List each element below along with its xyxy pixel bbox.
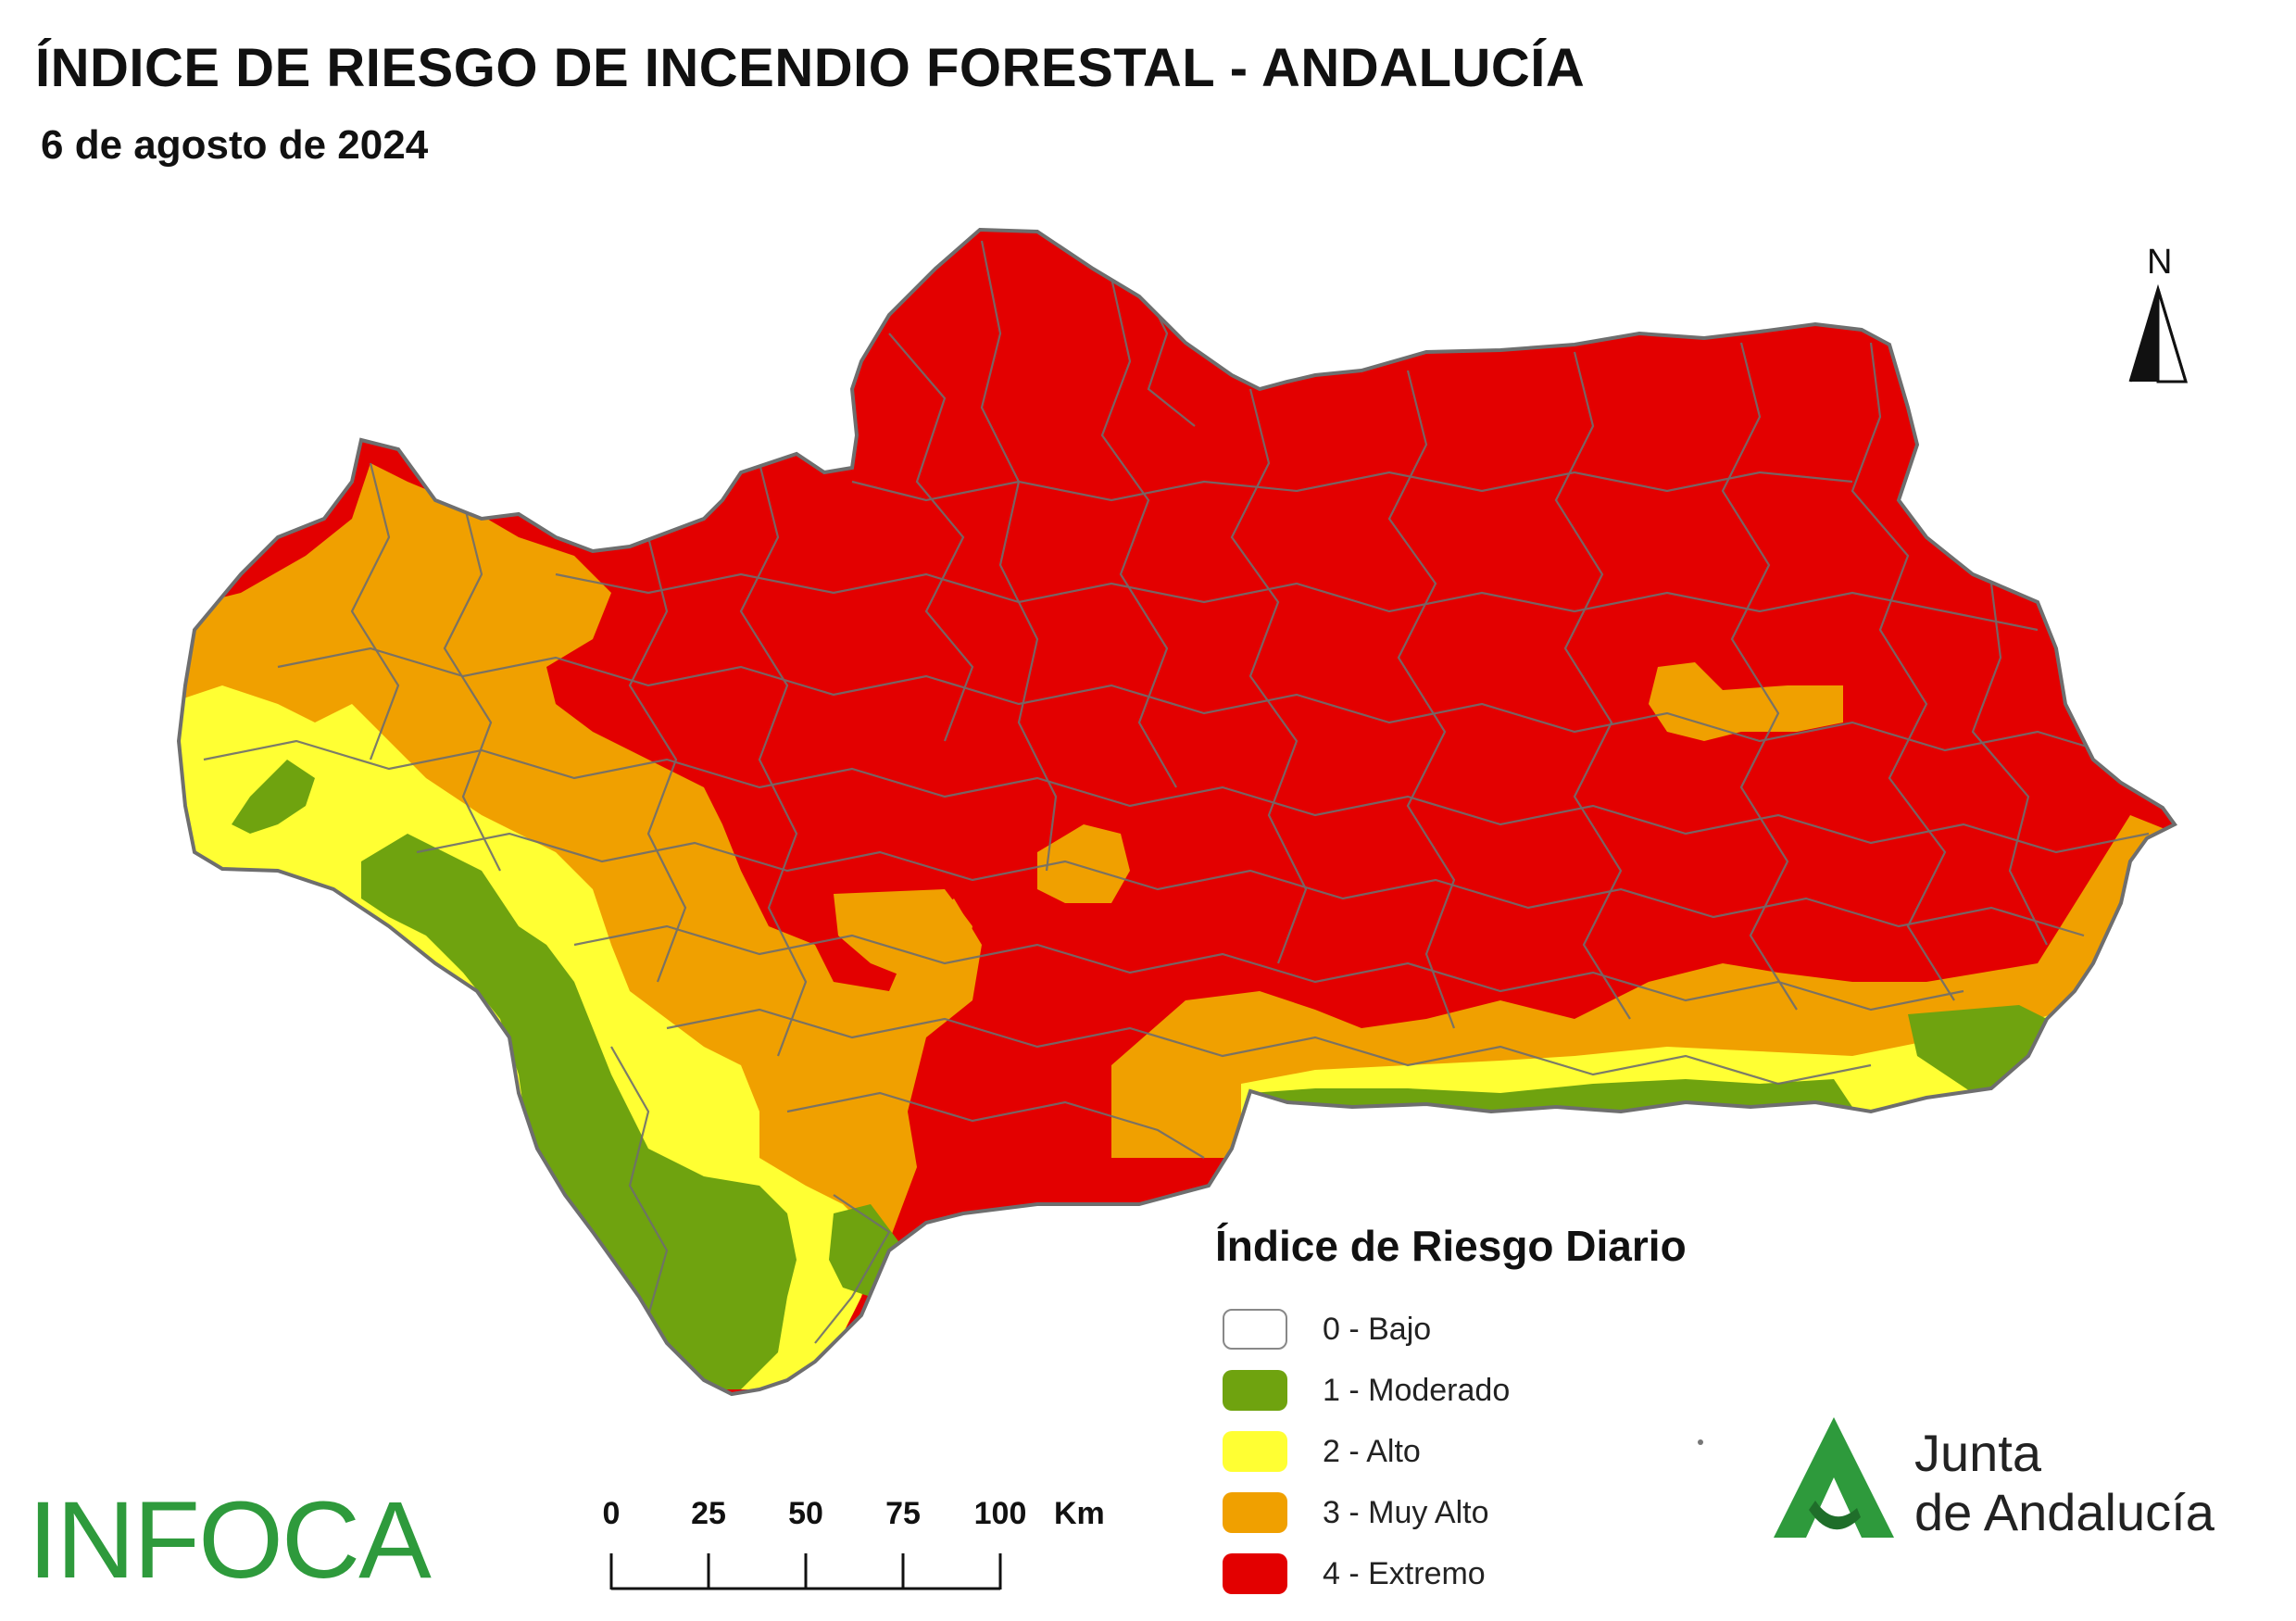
legend-swatch	[1223, 1553, 1287, 1594]
zone-moderado-huelva	[232, 760, 315, 834]
legend-label: 4 - Extremo	[1323, 1555, 1486, 1591]
infoca-logo: INFOCA	[28, 1479, 432, 1602]
scale-tick-label: 100	[973, 1496, 1027, 1531]
legend-swatch	[1223, 1431, 1287, 1472]
legend-label: 2 - Alto	[1323, 1433, 1421, 1469]
north-arrow-icon	[2128, 283, 2189, 383]
map-date: 6 de agosto de 2024	[41, 122, 429, 168]
zone-muy-alto-center	[1037, 824, 1130, 903]
map-title: ÍNDICE DE RIESGO DE INCENDIO FORESTAL - …	[35, 38, 1586, 98]
legend-item: 0 - Bajo	[1223, 1306, 1431, 1352]
legend-swatch	[1223, 1492, 1287, 1533]
legend-label: 3 - Muy Alto	[1323, 1494, 1489, 1530]
junta-logo-line1: Junta	[1914, 1424, 2041, 1482]
scale-unit: Km	[1054, 1496, 1105, 1531]
scale-tick-label: 75	[885, 1496, 921, 1531]
scale-bar-graphic	[609, 1553, 1002, 1590]
legend-item: 2 - Alto	[1223, 1428, 1421, 1475]
north-label: N	[2147, 243, 2173, 282]
junta-andalucia-logo: Junta de Andalucía	[1764, 1408, 2265, 1547]
legend-label: 0 - Bajo	[1323, 1311, 1432, 1347]
legend-label: 1 - Moderado	[1323, 1372, 1511, 1408]
legend-swatch	[1223, 1309, 1287, 1350]
scale-tick-label: 50	[788, 1496, 823, 1531]
scale-tick-label: 25	[691, 1496, 726, 1531]
legend: Índice de Riesgo Diario 0 - Bajo 1 - Mode…	[1215, 1221, 1687, 1594]
legend-item: 1 - Moderado	[1223, 1367, 1510, 1414]
legend-item: 3 - Muy Alto	[1223, 1489, 1489, 1536]
map-dot	[1698, 1439, 1703, 1445]
zone-moderado-donana	[361, 834, 797, 1389]
legend-swatch	[1223, 1370, 1287, 1411]
scale-bar: 0 25 50 75 100	[583, 1496, 1047, 1598]
scale-tick-label: 0	[602, 1496, 621, 1531]
zone-muy-alto-middle	[834, 889, 972, 982]
legend-item: 4 - Extremo	[1223, 1551, 1486, 1597]
junta-logo-line2: de Andalucía	[1914, 1483, 2214, 1541]
junta-emblem-icon	[1774, 1417, 1894, 1538]
municipal-boundaries	[203, 240, 2150, 1344]
legend-title: Índice de Riesgo Diario	[1215, 1222, 1687, 1270]
